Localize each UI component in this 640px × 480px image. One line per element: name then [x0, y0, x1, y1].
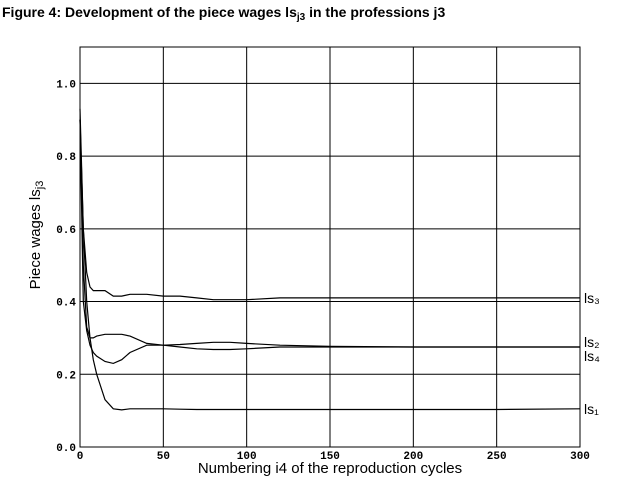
series-line: [79, 108, 581, 411]
x-tick-label: 100: [237, 451, 257, 463]
y-tick-label: 1.0: [56, 79, 76, 91]
series-label: ls₂: [584, 334, 600, 350]
title-subscript: j3: [296, 12, 306, 23]
x-tick-label: 250: [487, 451, 507, 463]
series-line: [79, 119, 580, 351]
y-tick-label: 0.2: [56, 370, 76, 382]
y-tick-label: 0.0: [56, 443, 76, 455]
x-tick-label: 200: [403, 451, 423, 463]
title-text: Figure 4: Development of the piece wages…: [2, 4, 297, 20]
series-label: ls₁: [584, 401, 599, 417]
y-tick-label: 0.6: [56, 225, 76, 237]
x-tick-label: 150: [320, 451, 340, 463]
series-label: ls₄: [584, 348, 600, 364]
y-tick-label: 0.8: [56, 152, 76, 164]
x-axis-label: Numbering i4 of the reproduction cycles: [198, 460, 462, 477]
y-axis-label: Piece wages lsj3: [27, 181, 46, 290]
y-label-text: Piece wages ls: [27, 189, 44, 289]
chart-title: Figure 4: Development of the piece wages…: [2, 4, 445, 23]
x-tick-label: 0: [77, 451, 84, 463]
x-tick-label: 50: [157, 451, 170, 463]
y-label-subscript: j3: [34, 181, 46, 191]
series-line: [79, 119, 580, 301]
x-tick-label: 300: [570, 451, 590, 463]
title-text: in the professions j3: [305, 4, 445, 20]
y-tick-label: 0.4: [56, 298, 76, 310]
series-label: ls₃: [584, 290, 600, 306]
